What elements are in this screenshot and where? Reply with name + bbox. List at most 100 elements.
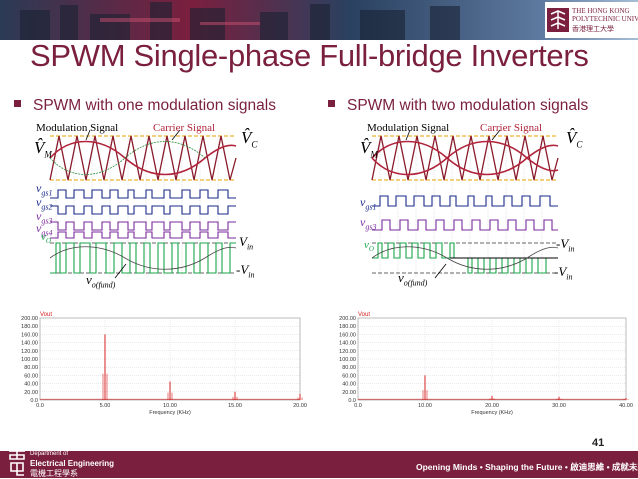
right-vc-label: V̂C	[566, 128, 582, 149]
right-vin-neg-symbol: -V	[554, 264, 567, 279]
slide-title: SPWM Single-phase Full-bridge Inverters	[30, 38, 589, 73]
right-carrier-peak-line	[372, 135, 558, 181]
right-vin-neg-label: -Vin	[554, 264, 573, 282]
right-vgs3-symbol: v	[360, 215, 366, 229]
department-logo-icon	[9, 450, 25, 476]
right-vgs3-label: vgs3	[360, 215, 376, 231]
left-vo-symbol: v	[41, 231, 46, 243]
left-vgs4-symbol: v	[36, 221, 42, 235]
bullet-square-icon	[328, 100, 335, 107]
left-vgs2-label: vgs2	[36, 195, 52, 211]
left-vgs1-wave	[50, 189, 236, 199]
left-vc-symbol: V̂	[241, 128, 252, 147]
right-y-tick-label: 0.0	[348, 398, 356, 404]
left-vgs3-symbol: v	[36, 209, 42, 223]
left-y-tick-label: 120.00	[21, 349, 38, 355]
right-vgs3-sub: gs3	[365, 222, 377, 232]
right-vgs1-label: vgs1	[360, 195, 376, 211]
footer-dept-line3: 電機工程學系	[30, 469, 78, 478]
right-x-tick-label: 10.00	[418, 403, 432, 409]
right-y-tick-label: 200.00	[339, 316, 356, 322]
right-vm-sub: M	[370, 149, 378, 160]
right-y-tick-label: 40.00	[342, 382, 356, 388]
left-vofund-label: vo(fund)	[86, 272, 115, 290]
right-vin-pos-sub: in	[568, 244, 575, 254]
page-number: 41	[592, 437, 605, 449]
left-vc-label: V̂C	[241, 128, 257, 149]
right-x-tick-label: 20.00	[485, 403, 499, 409]
left-vgs3-label: vgs3	[36, 209, 52, 225]
left-x-tick-label: 5.00	[100, 403, 111, 409]
right-vc-symbol: V̂	[566, 128, 577, 147]
left-bullet-text: SPWM with one modulation signals	[33, 97, 276, 114]
left-vin-neg-label: -Vin	[236, 262, 255, 280]
right-vm-label: V̂M	[360, 138, 378, 159]
right-vc-sub: C	[576, 139, 583, 150]
footer-bar	[0, 451, 638, 478]
left-vin-pos-sub: in	[246, 242, 254, 252]
right-y-tick-label: 60.00	[342, 373, 356, 379]
right-bullet-text: SPWM with two modulation signals	[347, 97, 589, 114]
left-vo-wave	[50, 242, 236, 274]
right-carrier-label: Carrier Signal	[480, 122, 543, 134]
footer-slogan: Opening Minds • Shaping the Future • 啟迪思…	[416, 462, 638, 472]
right-label-arrows	[405, 129, 501, 279]
right-y-tick-label: 120.00	[339, 349, 356, 355]
right-y-tick-label: 140.00	[339, 341, 356, 347]
right-vo-label: vO	[364, 239, 374, 253]
footer-dept-line2: Electrical Engineering	[30, 459, 115, 468]
left-y-tick-label: 40.00	[24, 382, 38, 388]
left-y-tick-label: 20.00	[24, 390, 38, 396]
left-modulation-label: Modulation Signal	[36, 122, 119, 134]
university-name-line1: THE HONG KONG	[572, 7, 630, 15]
left-label-arrows	[85, 129, 181, 279]
left-vgs1-symbol: v	[36, 181, 42, 195]
left-vin-neg-sub: in	[248, 270, 255, 280]
left-vofund-symbol: v	[86, 272, 92, 287]
right-chart-title: Vout	[358, 312, 370, 318]
right-x-tick-label: 40.00	[619, 403, 633, 409]
left-vin-neg-symbol: -V	[236, 262, 249, 277]
right-spectrum-chart: Vout 0.0 20.00 40.00 60.00 80.00 100.00 120.00 1…	[339, 312, 633, 416]
left-y-tick-label: 200.00	[21, 316, 38, 322]
university-logo: THE HONG KONG POLYTECHNIC UNIVERSITY 香港理…	[545, 2, 638, 38]
right-vgs1-wave	[372, 195, 558, 207]
left-y-tick-label: 160.00	[21, 332, 38, 338]
right-vgs1-symbol: v	[360, 195, 366, 209]
left-vgs2-symbol: v	[36, 195, 42, 209]
left-vgs2-sub: gs2	[41, 202, 53, 212]
right-vo-symbol: v	[364, 239, 369, 251]
left-vm-label: V̂M	[34, 138, 52, 159]
left-y-tick-label: 140.00	[21, 341, 38, 347]
left-vofund-wave	[49, 246, 237, 270]
left-x-tick-label: 0.0	[36, 403, 44, 409]
right-y-tick-label: 80.00	[342, 365, 356, 371]
right-waveform-diagram	[371, 129, 559, 279]
left-y-tick-label: 180.00	[21, 324, 38, 330]
right-vo-sub: O	[368, 245, 374, 254]
left-modulation-wave	[49, 140, 237, 176]
right-x-tick-label: 0.0	[354, 403, 362, 409]
left-chart-title: Vout	[40, 312, 52, 318]
left-vin-pos-symbol: V	[239, 234, 247, 249]
left-y-tick-label: 80.00	[24, 365, 38, 371]
left-vgs3-sub: gs3	[41, 216, 53, 226]
right-vofund-wave	[371, 246, 559, 270]
left-y-tick-label: 0.0	[30, 398, 38, 404]
left-spectrum-chart: Vout 0.0 20.00 40.00 60.00 80.00 100.00 120.00 1…	[21, 312, 307, 416]
left-bullet: SPWM with one modulation signals	[14, 97, 276, 115]
right-x-axis-label: Frequency (KHz)	[471, 410, 513, 416]
left-vm-sub: M	[44, 149, 52, 160]
left-carrier-peak-line	[50, 135, 236, 181]
right-vofund-symbol: v	[398, 270, 404, 285]
left-vo-sub: O	[45, 237, 51, 246]
left-vin-pos-label: Vin	[239, 234, 253, 252]
right-vin-neg-sub: in	[566, 272, 573, 282]
right-grid	[379, 138, 543, 278]
right-modulation-wave-1	[371, 140, 559, 176]
right-vgs1-sub: gs1	[365, 202, 377, 212]
left-vgs1-sub: gs1	[41, 188, 53, 198]
polyu-logo-icon	[547, 8, 569, 32]
left-y-tick-label: 60.00	[24, 373, 38, 379]
left-vc-sub: C	[251, 139, 258, 150]
